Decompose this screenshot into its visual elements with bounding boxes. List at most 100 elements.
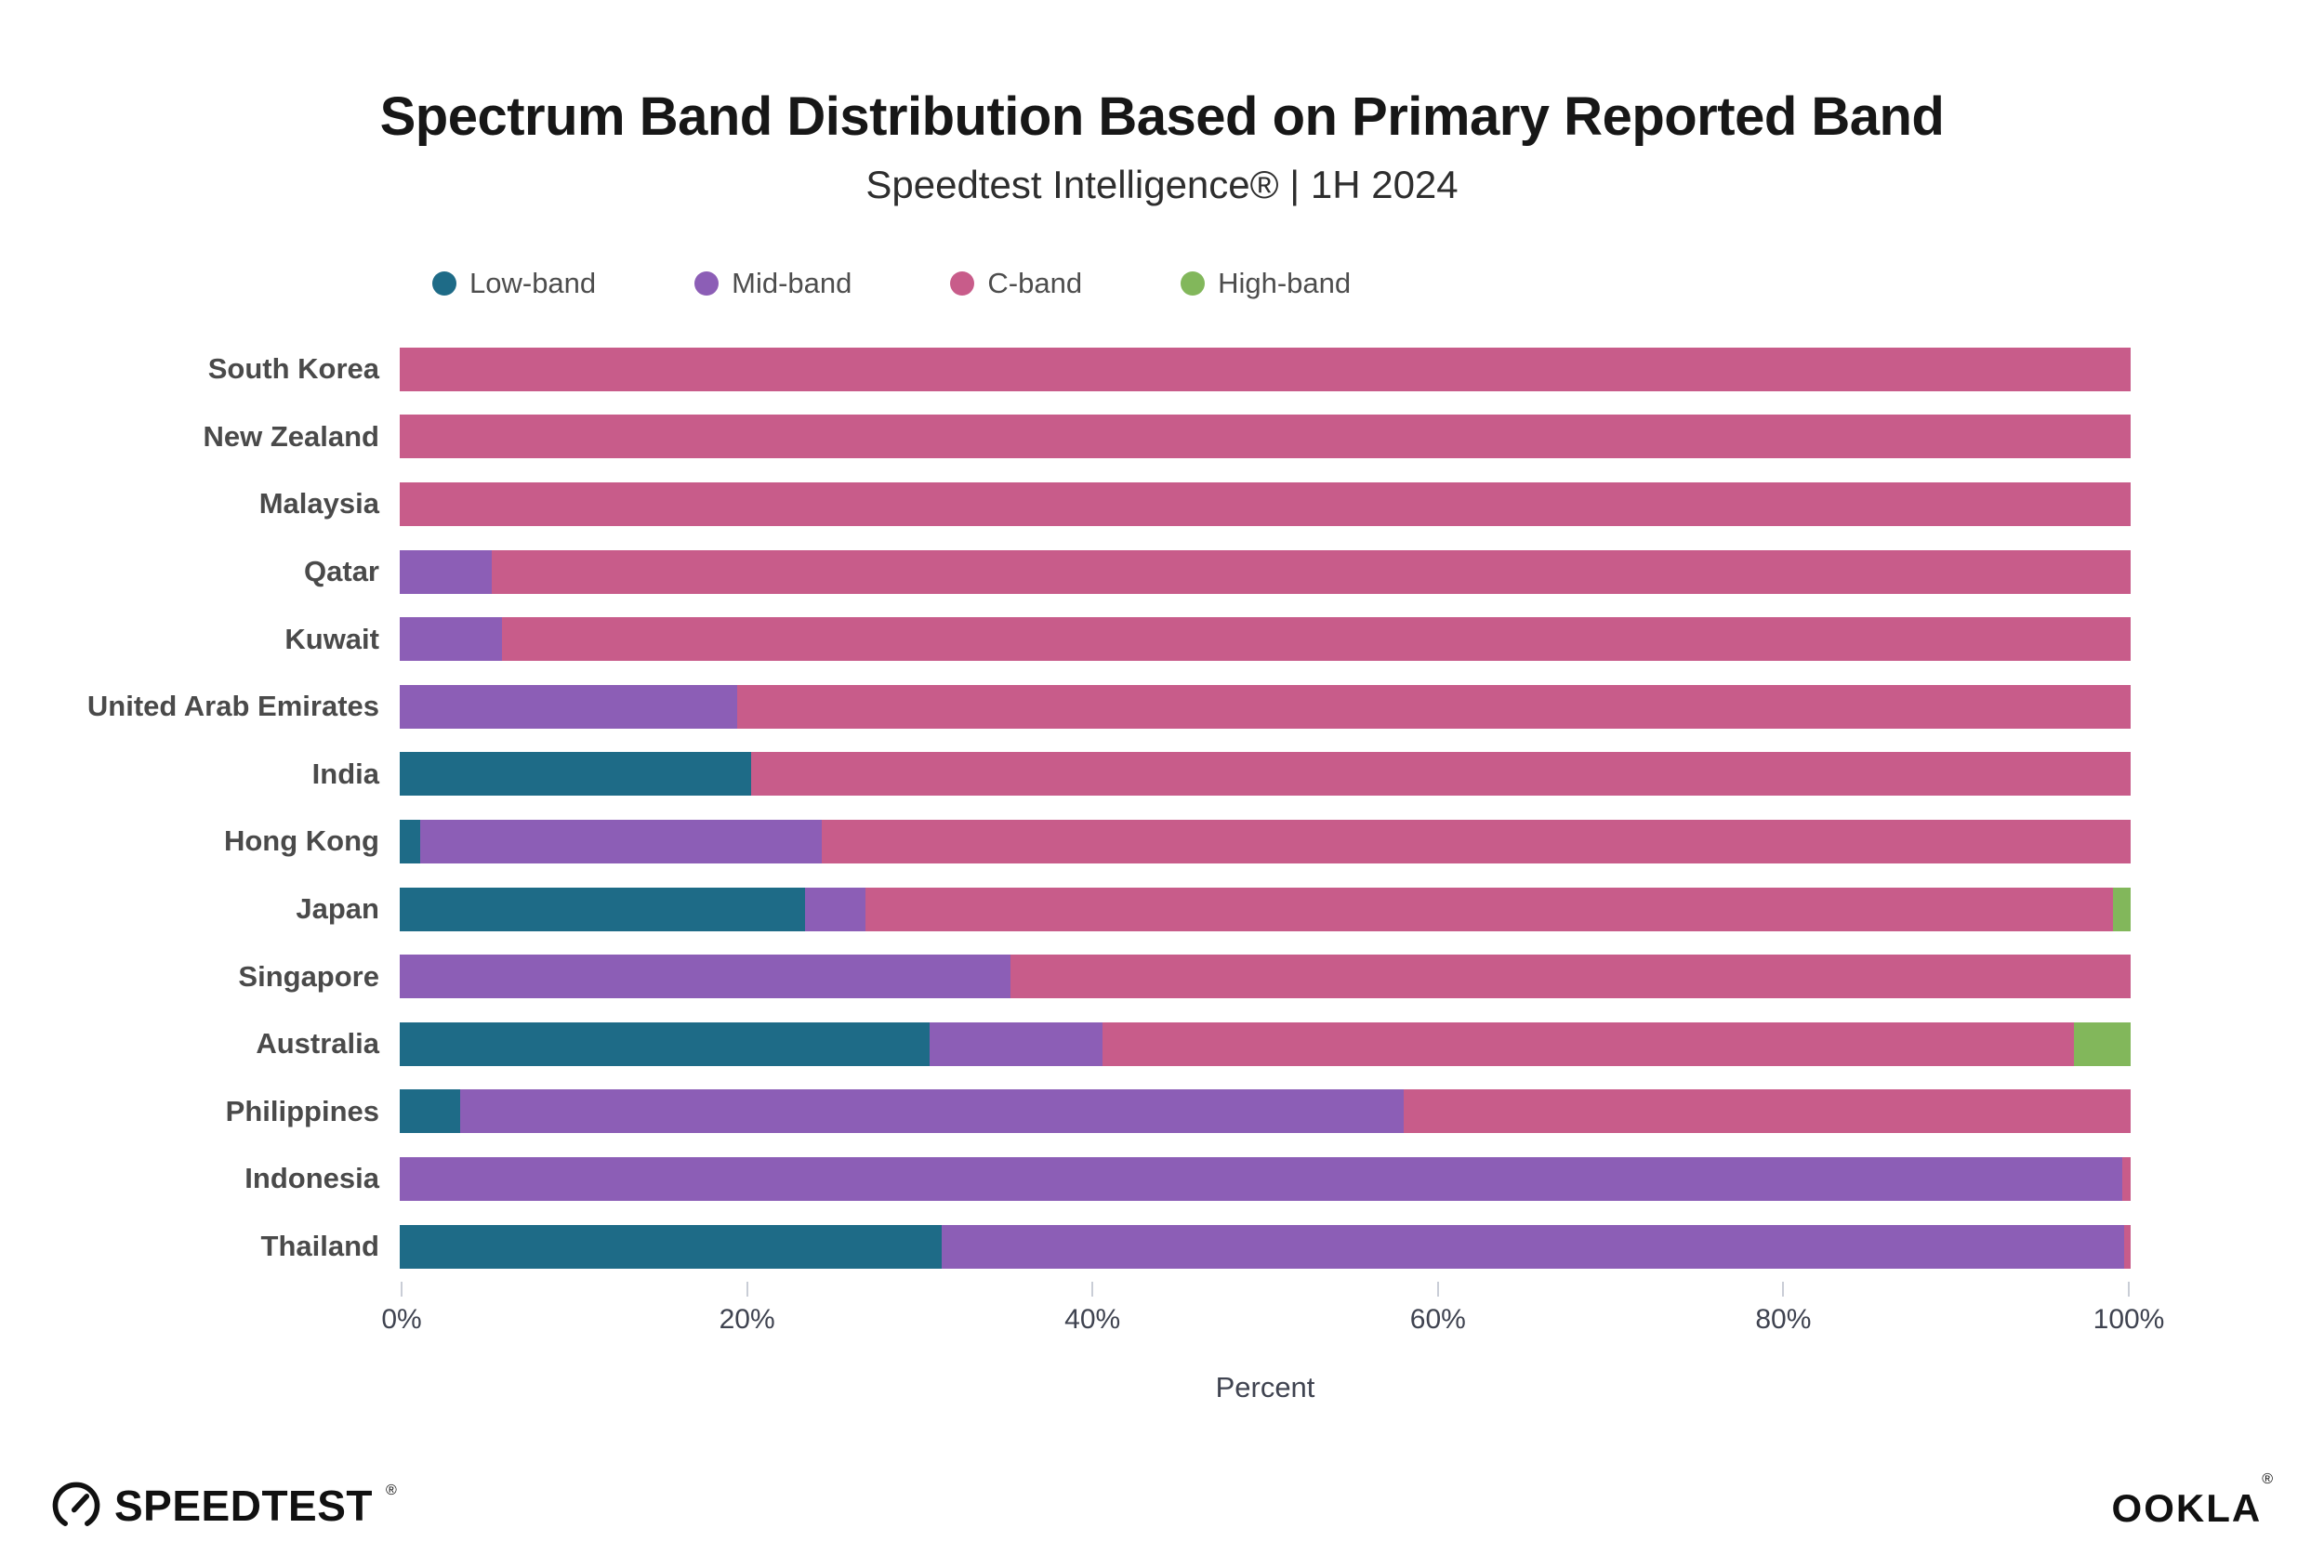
bar-track	[400, 819, 2131, 863]
bar-segment-high-band	[2073, 1021, 2131, 1066]
bar-track	[400, 684, 2131, 729]
legend: Low-band Mid-band C-band High-band	[432, 267, 2324, 300]
bar-track	[400, 481, 2131, 526]
bar-row-india: India	[0, 741, 2324, 809]
bar-segment-mid-band	[400, 684, 738, 729]
bar-segment-c-band	[750, 752, 2131, 797]
axis-tick-label: 80%	[1755, 1304, 1812, 1336]
chart-footer: SPEEDTEST ® OOKLA ®	[0, 1471, 2324, 1531]
bar-segment-c-band	[865, 887, 2114, 931]
country-label: United Arab Emirates	[86, 690, 379, 723]
country-label: Hong Kong	[223, 824, 379, 858]
legend-dot-icon	[950, 271, 975, 296]
country-label: Japan	[296, 892, 379, 926]
bar-row-thailand: Thailand	[0, 1213, 2324, 1281]
axis-tick-label: 40%	[1064, 1304, 1121, 1336]
bar-segment-c-band	[2121, 1156, 2131, 1201]
bar-row-new-zealand: New Zealand	[0, 403, 2324, 471]
bar-segment-mid-band	[400, 1156, 2122, 1201]
bar-segment-c-band	[491, 549, 2131, 594]
speedtest-wordmark: SPEEDTEST	[114, 1482, 374, 1530]
chart-rows: South Korea New Zealand Malaysia Qatar Kuwai…	[0, 336, 2324, 1280]
bar-row-qatar: Qatar	[0, 538, 2324, 606]
bar-track	[400, 752, 2131, 797]
bar-segment-low-band	[400, 752, 751, 797]
bar-track	[400, 1089, 2131, 1134]
stacked-bar-chart: South Korea New Zealand Malaysia Qatar Kuwai…	[0, 336, 2324, 1404]
country-label: Qatar	[304, 555, 379, 588]
x-axis: 0% 20% 40% 60% 80% 100%	[381, 1280, 2164, 1345]
legend-item-high-band: High-band	[1181, 267, 1351, 300]
ookla-wordmark: OOKLA	[2111, 1486, 2263, 1530]
bar-row-australia: Australia	[0, 1010, 2324, 1078]
bar-segment-mid-band	[400, 617, 502, 662]
speedtest-logo: SPEEDTEST ®	[51, 1481, 397, 1531]
bar-segment-c-band	[822, 819, 2131, 863]
bar-segment-c-band	[400, 481, 2131, 526]
bar-segment-mid-band	[929, 1021, 1103, 1066]
country-label: South Korea	[207, 352, 379, 386]
bar-segment-low-band	[400, 819, 421, 863]
bar-segment-c-band	[1010, 955, 2131, 999]
legend-item-mid-band: Mid-band	[694, 267, 852, 300]
axis-tick-label: 0%	[381, 1304, 422, 1336]
axis-tick-mark	[1091, 1282, 1094, 1298]
bar-segment-mid-band	[941, 1224, 2124, 1269]
chart-subtitle: Speedtest Intelligence® | 1H 2024	[865, 163, 1459, 206]
axis-tick-label: 100%	[2093, 1304, 2165, 1336]
legend-dot-icon	[1181, 271, 1206, 296]
bar-segment-c-band	[501, 617, 2131, 662]
axis-tick-mark	[401, 1282, 403, 1298]
speedtest-registered-mark: ®	[386, 1482, 397, 1498]
bar-segment-mid-band	[804, 887, 865, 931]
country-label: Kuwait	[284, 622, 379, 655]
bar-row-hong-kong: Hong Kong	[0, 808, 2324, 876]
bar-segment-low-band	[400, 887, 805, 931]
bar-segment-mid-band	[420, 819, 823, 863]
bar-row-singapore: Singapore	[0, 942, 2324, 1010]
bar-segment-mid-band	[460, 1089, 1404, 1134]
country-label: Australia	[256, 1027, 379, 1061]
bar-row-malaysia: Malaysia	[0, 470, 2324, 538]
bar-row-japan: Japan	[0, 876, 2324, 943]
country-label: Thailand	[260, 1230, 379, 1263]
bar-row-kuwait: Kuwait	[0, 605, 2324, 673]
chart-title: Spectrum Band Distribution Based on Prim…	[379, 86, 1945, 147]
bar-segment-high-band	[2113, 887, 2131, 931]
bar-segment-c-band	[2123, 1224, 2131, 1269]
axis-tick-mark	[1436, 1282, 1439, 1298]
bar-segment-low-band	[400, 1021, 930, 1066]
bar-track	[400, 1021, 2131, 1066]
country-label: Singapore	[238, 959, 379, 993]
country-label: Malaysia	[258, 487, 379, 520]
bar-segment-c-band	[737, 684, 2131, 729]
legend-item-low-band: Low-band	[432, 267, 596, 300]
legend-dot-icon	[694, 271, 720, 296]
speedtest-gauge-icon	[52, 1482, 100, 1526]
country-label: India	[311, 757, 379, 790]
bar-track	[400, 415, 2131, 459]
bar-track	[400, 1224, 2131, 1269]
x-axis-title: Percent	[1215, 1371, 1315, 1404]
axis-tick-label: 60%	[1409, 1304, 1466, 1336]
country-label: Philippines	[225, 1094, 379, 1127]
country-label: Indonesia	[244, 1162, 379, 1195]
ookla-logo: OOKLA ®	[2111, 1471, 2273, 1531]
bar-segment-low-band	[400, 1089, 461, 1134]
axis-tick-mark	[746, 1282, 748, 1298]
bar-segment-c-band	[400, 415, 2131, 459]
chart-header: Spectrum Band Distribution Based on Prim…	[0, 86, 2324, 207]
bar-track	[400, 347, 2131, 391]
bar-segment-low-band	[400, 1224, 942, 1269]
bar-track	[400, 549, 2131, 594]
legend-dot-icon	[432, 271, 456, 296]
axis-tick-mark	[1782, 1282, 1785, 1298]
bar-track	[400, 1156, 2131, 1201]
bar-row-united-arab-emirates: United Arab Emirates	[0, 673, 2324, 741]
legend-label: C-band	[987, 267, 1083, 299]
bar-track	[400, 617, 2131, 662]
bar-track	[400, 955, 2131, 999]
bar-segment-mid-band	[400, 955, 1011, 999]
bar-row-philippines: Philippines	[0, 1078, 2324, 1146]
legend-item-c-band: C-band	[950, 267, 1082, 300]
